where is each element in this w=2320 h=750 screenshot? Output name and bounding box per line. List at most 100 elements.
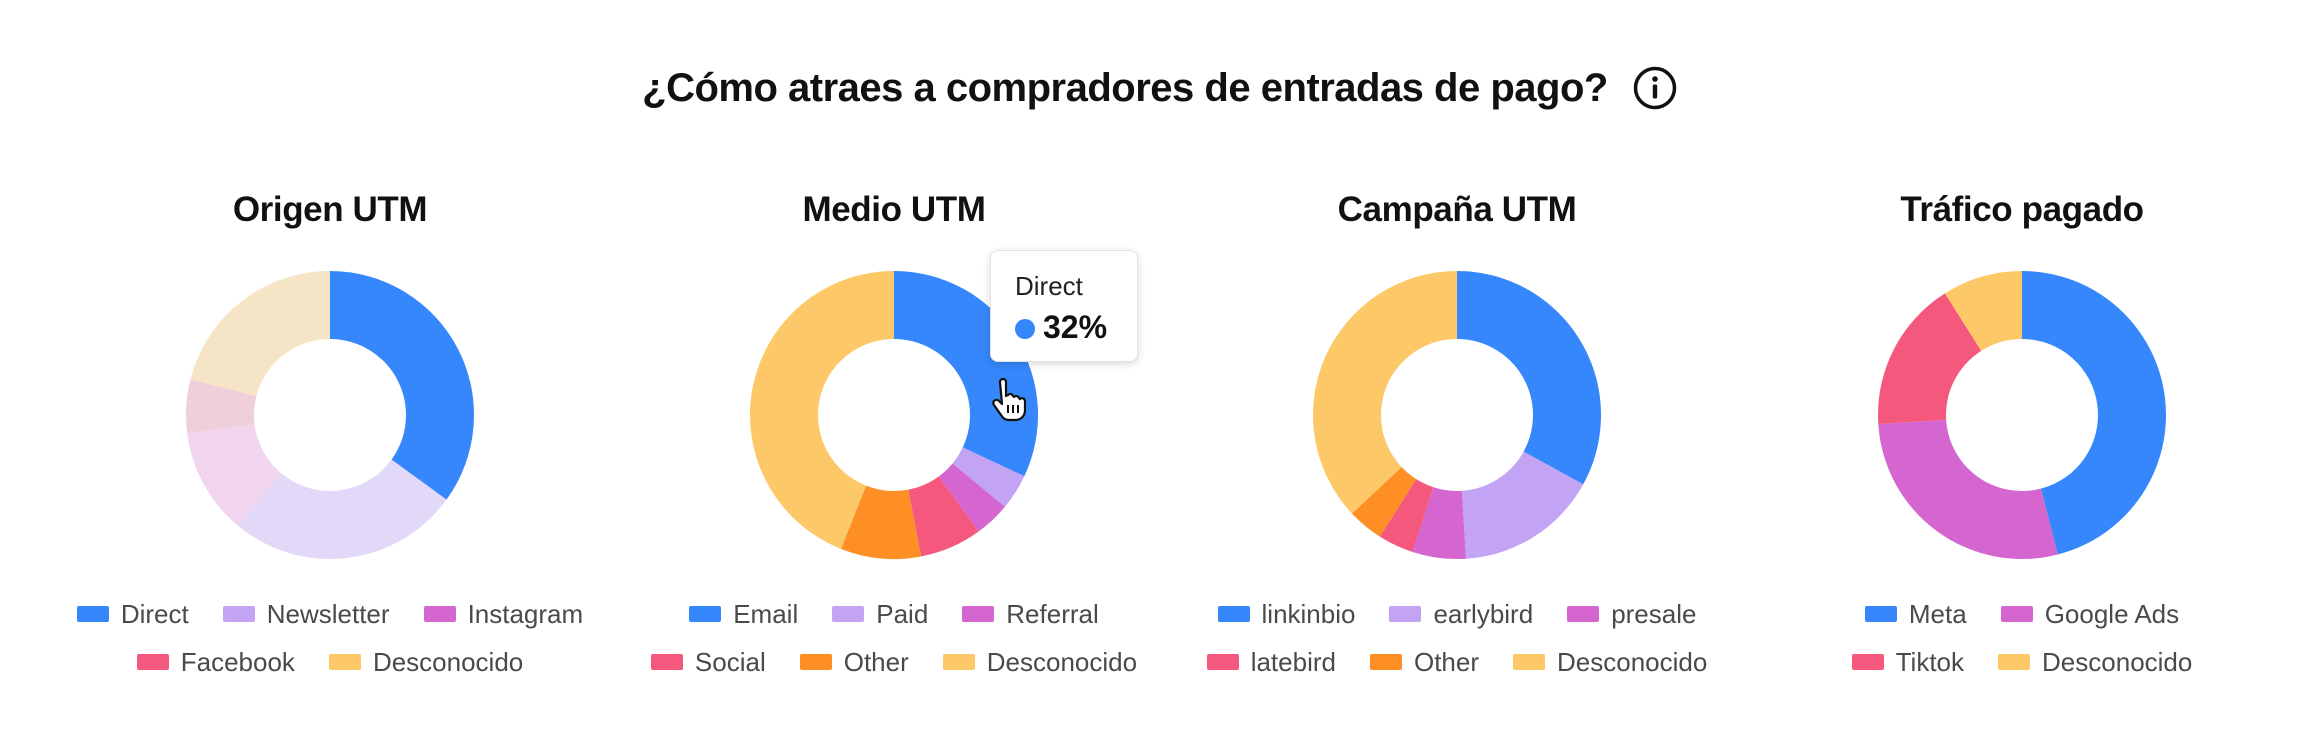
donut-slice-paid[interactable] (952, 447, 1025, 507)
legend-swatch (650, 654, 683, 670)
legend-label: linkinbio (1261, 598, 1356, 629)
donut-slice-desconocido[interactable] (190, 271, 330, 397)
legend-label: Desconocido (2042, 646, 2193, 677)
donut-slice-presale[interactable] (1412, 487, 1467, 559)
donut-slice-desconocido[interactable] (749, 271, 894, 549)
legend-label: Other (1413, 646, 1479, 677)
legend-swatch (689, 606, 722, 622)
legend-swatch (1513, 654, 1545, 670)
legend-swatch (1369, 654, 1402, 670)
legend-swatch (76, 606, 109, 622)
legend-item-tiktok[interactable]: Tiktok (1851, 646, 1965, 678)
donut-slice-tiktok[interactable] (1878, 293, 1982, 425)
header: ¿Cómo atraes a compradores de entradas d… (0, 58, 2320, 118)
legend-item-latebird[interactable]: latebird (1206, 646, 1336, 678)
legend-item-instagram[interactable]: Instagram (423, 598, 584, 630)
donut-slice-newsletter[interactable] (238, 459, 447, 559)
legend-item-desconocido[interactable]: Desconocido (328, 646, 524, 678)
hand-pointer-icon (992, 378, 1026, 422)
chart-panel-origen: Origen UTM Direct Newsletter Instagram Faceb… (60, 190, 600, 710)
tooltip-color-dot (1015, 319, 1035, 339)
legend-label: Tiktok (1895, 646, 1965, 677)
legend-label: Direct (120, 598, 189, 629)
legend-item-desconocido[interactable]: Desconocido (942, 647, 1137, 678)
legend-swatch (222, 606, 255, 622)
legend-item-desconocido[interactable]: Desconocido (1998, 647, 2192, 678)
legend-label: Referral (1006, 598, 1099, 629)
legend-swatch (1389, 606, 1422, 622)
tooltip-value: 32% (1043, 309, 1108, 345)
chart-legend: Direct Newsletter Instagram Facebook Descono… (60, 590, 600, 686)
legend-item-newsletter[interactable]: Newsletter (222, 599, 390, 630)
donut-slice-latebird[interactable] (1379, 479, 1434, 552)
legend-item-other[interactable]: Other (1369, 646, 1479, 678)
legend-swatch (2000, 606, 2033, 622)
legend-item-desconocido[interactable]: Desconocido (1513, 647, 1707, 678)
legend-item-earlybird[interactable]: earlybird (1389, 599, 1533, 630)
chart-legend: linkinbio earlybird presale latebird Other De… (1187, 590, 1727, 686)
donut-slice-direct[interactable] (330, 271, 475, 500)
donut-chart (186, 271, 475, 559)
donut-slice-linkinbio[interactable] (1457, 271, 1601, 485)
donut-chart (1878, 271, 2166, 559)
donut-slice-other[interactable] (1352, 467, 1417, 537)
legend-row: latebird Other Desconocido (1187, 638, 1727, 686)
legend-label: Desconocido (1557, 646, 1708, 677)
chart-title: Tráfico pagado (1900, 190, 2144, 229)
donut-slice-google-ads[interactable] (1878, 419, 2058, 559)
legend-swatch (1998, 654, 2031, 670)
chart-panel-trafico: Tráfico pagado Meta Google Ads Tiktok Descon… (1752, 190, 2292, 710)
page-title: ¿Cómo atraes a compradores de entradas d… (642, 65, 1608, 110)
chart-title: Medio UTM (802, 190, 986, 229)
legend-swatch (136, 654, 169, 670)
legend-label: Email (733, 598, 799, 629)
legend-swatch (832, 606, 865, 622)
donut-slice-other[interactable] (840, 485, 921, 559)
legend-row: Direct Newsletter Instagram (60, 590, 600, 638)
legend-label: Facebook (180, 646, 295, 677)
donut-slice-desconocido[interactable] (1944, 271, 2022, 351)
chart-title: Origen UTM (232, 190, 428, 229)
legend-swatch (1864, 606, 1897, 622)
legend-item-linkinbio[interactable]: linkinbio (1217, 598, 1356, 630)
legend-label: Google Ads (2044, 598, 2180, 629)
legend-item-meta[interactable]: Meta (1864, 598, 1967, 630)
donut-slice-facebook[interactable] (186, 379, 257, 434)
donut-slice-instagram[interactable] (187, 424, 282, 526)
legend-label: Paid (876, 598, 929, 629)
legend-row: Facebook Desconocido (60, 638, 600, 686)
donut-slice-earlybird[interactable] (1461, 451, 1584, 559)
chart-panel-campana: Campaña UTM linkinbio earlybird presale late… (1187, 190, 1727, 710)
tooltip-label: Direct (1015, 271, 1083, 301)
legend-item-direct[interactable]: Direct (76, 598, 189, 630)
legend-label: Desconocido (372, 646, 524, 677)
legend-item-facebook[interactable]: Facebook (136, 646, 295, 678)
legend-item-google-ads[interactable]: Google Ads (2000, 598, 2180, 630)
legend-swatch (799, 654, 832, 670)
legend-row: Meta Google Ads (1752, 590, 2292, 638)
legend-swatch (1217, 606, 1250, 622)
legend-item-email[interactable]: Email (689, 599, 798, 630)
info-circle-icon[interactable] (1632, 65, 1678, 111)
legend-item-referral[interactable]: Referral (962, 598, 1099, 630)
donut-slice-social[interactable] (908, 476, 979, 557)
legend-item-presale[interactable]: presale (1567, 599, 1696, 630)
legend-item-paid[interactable]: Paid (832, 599, 928, 630)
legend-label: Meta (1908, 598, 1967, 629)
legend-label: Instagram (467, 598, 584, 629)
chart-title: Campaña UTM (1337, 190, 1577, 229)
legend-swatch (1206, 654, 1239, 670)
chart-legend: Email Paid Referral Social Other Desconocido (624, 590, 1164, 686)
legend-swatch (942, 654, 975, 670)
chart-tooltip: Direct 32% (990, 250, 1138, 362)
donut-slice-meta[interactable] (2022, 271, 2166, 555)
legend-label: earlybird (1433, 598, 1534, 629)
legend-label: Social (694, 646, 766, 677)
donut-chart (1313, 271, 1601, 559)
legend-item-social[interactable]: Social (650, 646, 766, 678)
legend-item-other[interactable]: Other (799, 647, 909, 678)
donut-slice-referral[interactable] (938, 463, 1005, 532)
legend-label: latebird (1250, 646, 1336, 677)
chart-legend: Meta Google Ads Tiktok Desconocido (1752, 590, 2292, 686)
donut-slice-desconocido[interactable] (1313, 271, 1457, 514)
